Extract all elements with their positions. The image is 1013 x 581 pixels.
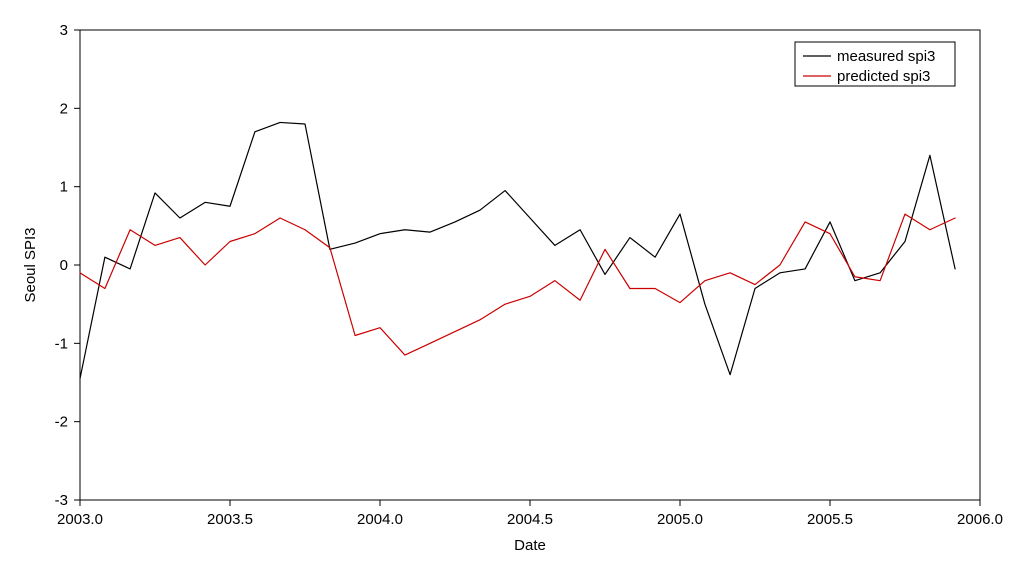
y-tick-label: 1 xyxy=(60,179,68,196)
x-tick-label: 2005.5 xyxy=(807,511,853,528)
x-tick-label: 2004.5 xyxy=(507,511,553,528)
x-tick-label: 2004.0 xyxy=(357,511,403,528)
y-axis-label: Seoul SPI3 xyxy=(22,227,39,302)
x-tick-label: 2005.0 xyxy=(657,511,703,528)
legend-label: measured spi3 xyxy=(837,48,935,65)
series-predicted xyxy=(80,214,955,355)
legend-label: predicted spi3 xyxy=(837,68,930,85)
x-tick-label: 2006.0 xyxy=(957,511,1003,528)
y-tick-label: 0 xyxy=(60,257,68,274)
chart-container: 2003.0 2003.5 2004.0 2004.5 2005.0 2005.5 2006… xyxy=(0,0,1013,581)
x-tick-label: 2003.0 xyxy=(57,511,103,528)
y-tick-label: 2 xyxy=(60,100,68,117)
y-tick-label: -2 xyxy=(55,414,68,431)
y-tick-label: -1 xyxy=(55,335,68,352)
plot-border xyxy=(80,30,980,500)
y-tick-label: 3 xyxy=(60,22,68,39)
x-tick-label: 2003.5 xyxy=(207,511,253,528)
y-tick-label: -3 xyxy=(55,492,68,509)
series-measured xyxy=(80,122,955,378)
x-axis-label: Date xyxy=(514,537,546,554)
line-chart: 2003.0 2003.5 2004.0 2004.5 2005.0 2005.5 2006… xyxy=(0,0,1013,581)
